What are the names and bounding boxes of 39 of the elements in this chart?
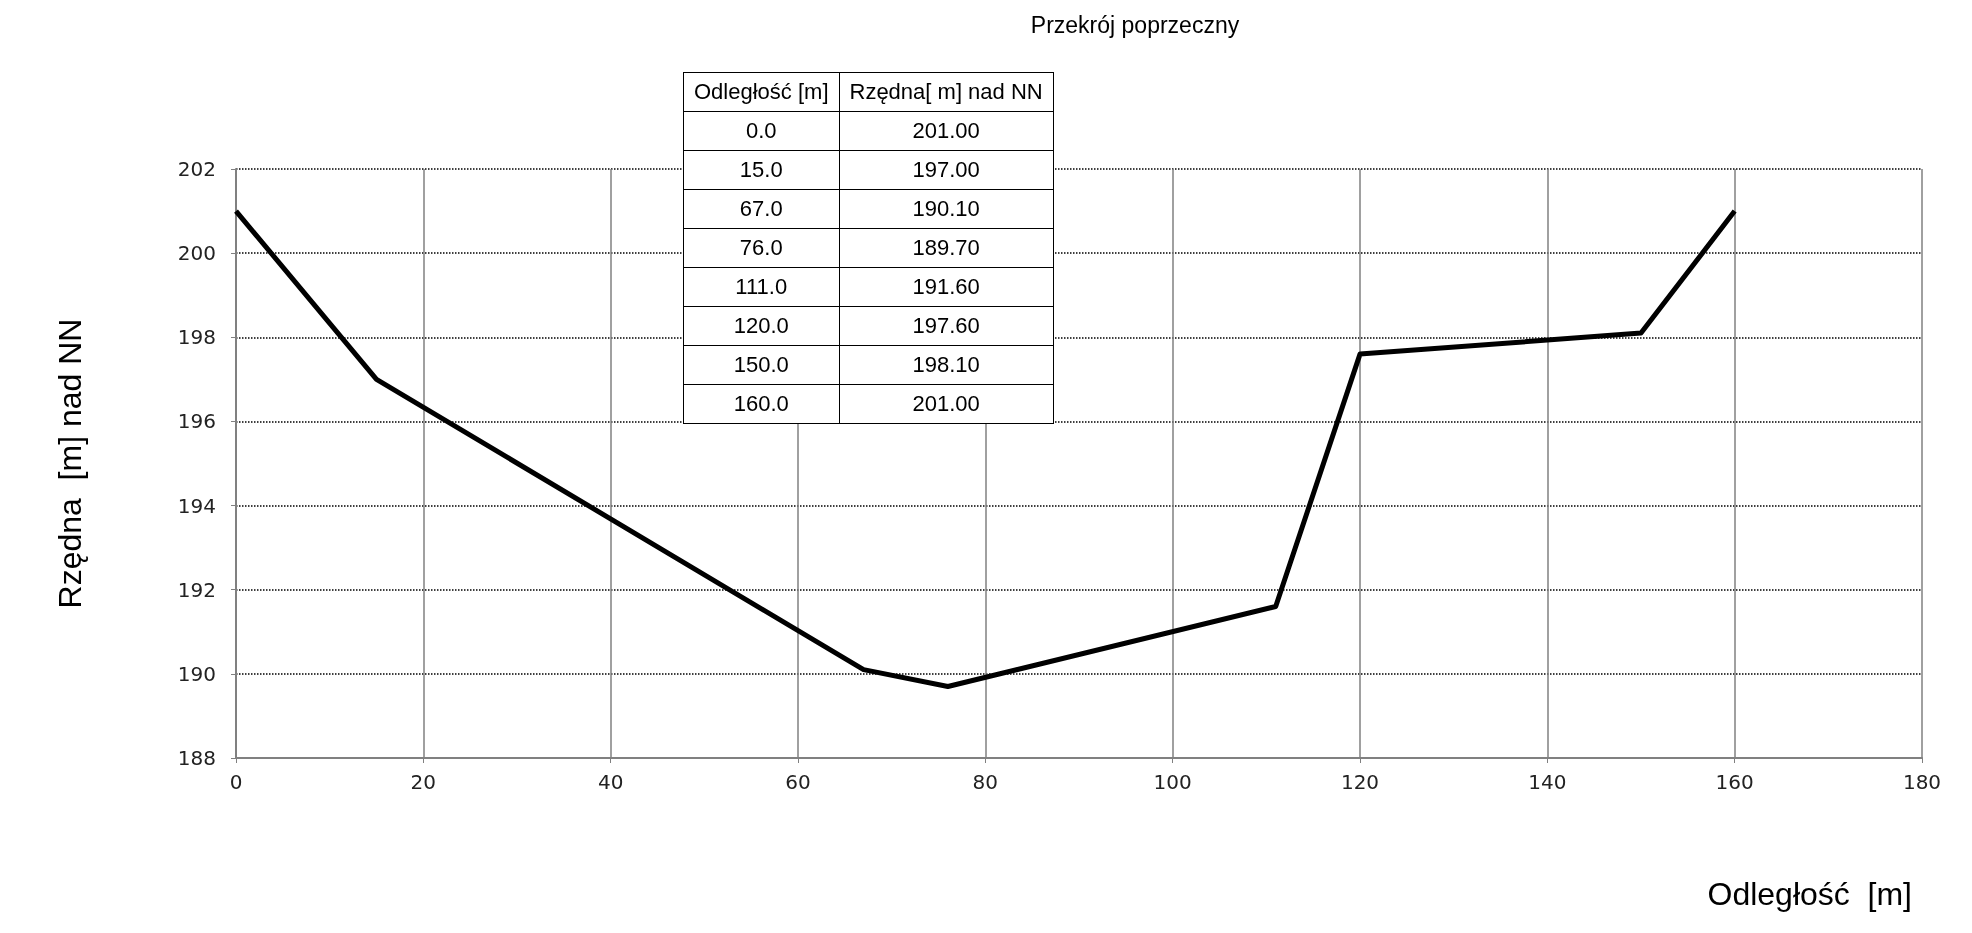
y-tick-label: 190 xyxy=(177,661,216,686)
x-tick-label: 100 xyxy=(1153,770,1192,794)
y-tick-label: 202 xyxy=(177,157,216,181)
annotation: 197.00 xyxy=(839,150,1054,190)
annotation: 198.10 xyxy=(839,345,1054,385)
y-tick-label: 198 xyxy=(177,325,216,350)
annotation: 160.0 xyxy=(683,384,839,424)
y-tick-label: 200 xyxy=(177,241,216,266)
annotation: 201.00 xyxy=(839,384,1054,424)
x-tick-label: 40 xyxy=(597,770,624,794)
x-tick-label: 160 xyxy=(1715,770,1754,794)
x-tick-label: 180 xyxy=(1902,770,1942,794)
chart-title: Przekrój poprzeczny xyxy=(1030,11,1240,38)
y-axis-title: Rzędna [m] nad NN xyxy=(52,318,88,609)
text: Odległość [m] xyxy=(683,72,839,112)
x-axis-title: Odległość [m] xyxy=(1707,876,1912,912)
text: 0.0 xyxy=(683,111,839,151)
x-tick-label: 140 xyxy=(1528,770,1567,794)
annotation: 189.70 xyxy=(839,228,1054,268)
y-tick-label: 196 xyxy=(177,409,216,434)
annotation: 120.0 xyxy=(683,306,839,346)
annotation: 67.0 xyxy=(683,189,839,229)
x-tick-label: 80 xyxy=(972,770,999,794)
annotation: 111.0 xyxy=(683,267,839,307)
annotation: 190.10 xyxy=(839,189,1054,229)
annotation: 15.0 xyxy=(683,150,839,190)
y-tick-label: 194 xyxy=(177,493,216,518)
y-tick-label: 192 xyxy=(177,577,216,602)
x-tick-label: 120 xyxy=(1340,770,1380,794)
annotation: 191.60 xyxy=(839,267,1054,307)
y-tick-label: 188 xyxy=(177,746,216,770)
x-tick-label: 0 xyxy=(229,770,243,794)
text: 201.00 xyxy=(839,111,1054,151)
x-tick-label: 20 xyxy=(410,770,437,794)
annotation: 197.60 xyxy=(839,306,1054,346)
annotation: 150.0 xyxy=(683,345,839,385)
text: Rzędna[ m] nad NN xyxy=(839,72,1054,112)
annotation: 76.0 xyxy=(683,228,839,268)
x-tick-label: 60 xyxy=(785,770,811,794)
